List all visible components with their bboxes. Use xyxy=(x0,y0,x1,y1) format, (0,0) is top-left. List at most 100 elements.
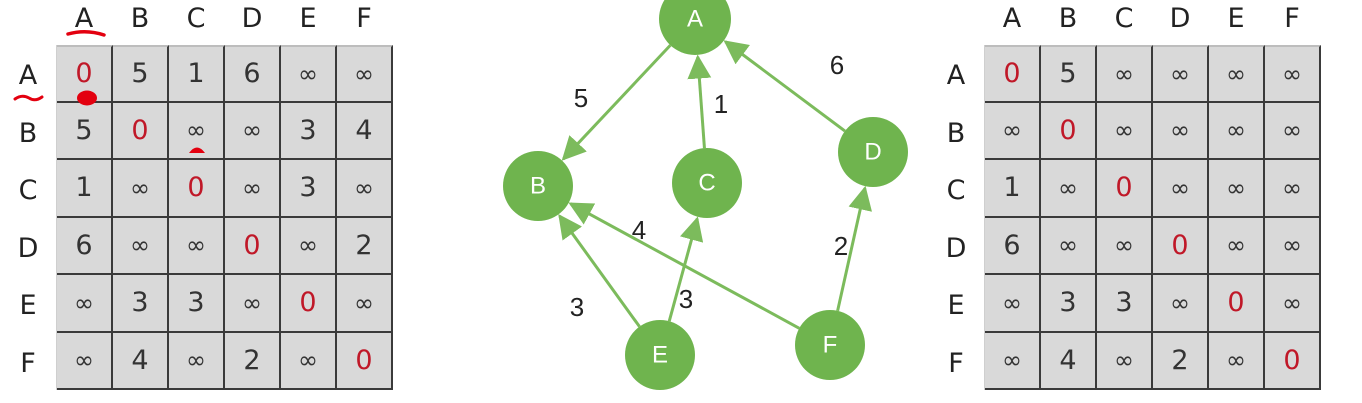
right-matrix-cell-b-f: ∞ xyxy=(1265,103,1321,161)
right-matrix-cell-b-a: ∞ xyxy=(985,103,1041,161)
underline-row-a-mark xyxy=(15,96,42,100)
left-matrix-cell-f-e: ∞ xyxy=(281,333,337,391)
left-matrix-cell-f-c: ∞ xyxy=(169,333,225,391)
left-matrix-cell-d-b: ∞ xyxy=(113,218,169,276)
left-matrix-cell-f-b: 4 xyxy=(113,333,169,391)
edge-weight-a-b: 5 xyxy=(574,83,588,113)
right-row-header-a: A xyxy=(938,47,974,105)
right-matrix-cell-f-d: 2 xyxy=(1153,333,1209,391)
left-matrix-cell-e-f: ∞ xyxy=(337,275,393,333)
left-matrix-cell-e-e: 0 xyxy=(281,275,337,333)
right-matrix-cell-f-a: ∞ xyxy=(985,333,1041,391)
right-col-header-e: E xyxy=(1208,2,1264,36)
right-row-header-c: C xyxy=(938,162,974,220)
right-matrix-cell-b-d: ∞ xyxy=(1153,103,1209,161)
right-matrix-grid: 0 5 ∞ ∞ ∞ ∞ ∞ 0 ∞ ∞ ∞ ∞ 1 ∞ 0 ∞ ∞ ∞ 6 ∞ ∞ 0 ∞ ∞ ∞ 3 3 ∞ 0 ∞ ∞ 4 ∞ 2 ∞ 0 xyxy=(984,45,1321,390)
right-matrix-cell-e-b: 3 xyxy=(1041,275,1097,333)
right-col-header-d: D xyxy=(1152,2,1208,36)
right-matrix-cell-e-d: ∞ xyxy=(1153,275,1209,333)
right-matrix-cell-a-a: 0 xyxy=(985,45,1041,103)
right-row-header-b: B xyxy=(938,105,974,163)
right-matrix-row-headers: A B C D E F xyxy=(938,47,974,392)
left-matrix-cell-d-a: 6 xyxy=(57,218,113,276)
node-label-f: F xyxy=(823,331,838,358)
left-matrix-cell-e-c: 3 xyxy=(169,275,225,333)
edge-weight-e-b: 3 xyxy=(570,292,584,322)
underline-col-a-mark xyxy=(68,32,104,35)
left-matrix-cell-f-f: 0 xyxy=(337,333,393,391)
edge-weight-e-c: 3 xyxy=(679,284,693,314)
right-matrix-cell-c-d: ∞ xyxy=(1153,160,1209,218)
left-matrix-cell-a-e: ∞ xyxy=(281,45,337,103)
edge-d-a xyxy=(725,42,845,131)
left-col-header-f: F xyxy=(336,2,392,36)
right-matrix-cell-e-e: 0 xyxy=(1209,275,1265,333)
right-matrix-cell-d-d: 0 xyxy=(1153,218,1209,276)
left-col-header-e: E xyxy=(280,2,336,36)
right-row-header-d: D xyxy=(938,220,974,278)
left-matrix-cell-c-f: ∞ xyxy=(337,160,393,218)
right-matrix-cell-e-a: ∞ xyxy=(985,275,1041,333)
node-label-e: E xyxy=(652,341,668,368)
dot-mark-a-a xyxy=(77,91,97,106)
left-matrix-cell-d-e: ∞ xyxy=(281,218,337,276)
right-matrix-cell-d-a: 6 xyxy=(985,218,1041,276)
left-matrix-cell-b-e: 3 xyxy=(281,103,337,161)
right-matrix-column-headers: A B C D E F xyxy=(984,2,1320,36)
right-matrix-cell-a-b: 5 xyxy=(1041,45,1097,103)
left-matrix-cell-d-d: 0 xyxy=(225,218,281,276)
right-matrix-cell-f-c: ∞ xyxy=(1097,333,1153,391)
weighted-directed-graph: 5 1 6 4 3 3 2 A B C D E F xyxy=(480,0,940,403)
left-row-header-c: C xyxy=(10,162,46,220)
right-matrix-cell-d-e: ∞ xyxy=(1209,218,1265,276)
left-matrix-cell-c-e: 3 xyxy=(281,160,337,218)
right-matrix-cell-e-c: 3 xyxy=(1097,275,1153,333)
edge-weight-c-a: 1 xyxy=(714,89,728,119)
node-label-b: B xyxy=(530,172,546,199)
left-matrix-cell-e-b: 3 xyxy=(113,275,169,333)
node-label-c: C xyxy=(698,169,715,196)
left-matrix-cell-e-d: ∞ xyxy=(225,275,281,333)
node-d: D xyxy=(838,117,908,187)
right-matrix-cell-f-e: ∞ xyxy=(1209,333,1265,391)
right-col-header-f: F xyxy=(1264,2,1320,36)
right-matrix-cell-d-f: ∞ xyxy=(1265,218,1321,276)
right-matrix-cell-b-b: 0 xyxy=(1041,103,1097,161)
edge-weight-f-d: 2 xyxy=(834,231,848,261)
right-matrix-cell-b-e: ∞ xyxy=(1209,103,1265,161)
left-matrix-cell-a-f: ∞ xyxy=(337,45,393,103)
left-matrix-cell-d-c: ∞ xyxy=(169,218,225,276)
right-matrix-cell-d-b: ∞ xyxy=(1041,218,1097,276)
right-col-header-b: B xyxy=(1040,2,1096,36)
right-matrix-cell-a-e: ∞ xyxy=(1209,45,1265,103)
right-matrix-cell-f-b: 4 xyxy=(1041,333,1097,391)
node-c: C xyxy=(672,148,742,218)
right-matrix-cell-c-c: 0 xyxy=(1097,160,1153,218)
right-matrix-cell-c-a: 1 xyxy=(985,160,1041,218)
right-col-header-c: C xyxy=(1096,2,1152,36)
left-matrix-cell-f-a: ∞ xyxy=(57,333,113,391)
dot-mark-b-c xyxy=(189,148,205,154)
edge-weight-d-a: 6 xyxy=(830,50,844,80)
left-row-header-d: D xyxy=(10,220,46,278)
right-matrix-cell-a-d: ∞ xyxy=(1153,45,1209,103)
right-matrix-cell-d-c: ∞ xyxy=(1097,218,1153,276)
left-matrix-cell-e-a: ∞ xyxy=(57,275,113,333)
right-row-header-e: E xyxy=(938,277,974,335)
left-matrix-cell-b-f: 4 xyxy=(337,103,393,161)
edge-c-a xyxy=(698,57,705,148)
node-f: F xyxy=(795,310,865,380)
right-matrix-cell-c-f: ∞ xyxy=(1265,160,1321,218)
right-row-header-f: F xyxy=(938,335,974,393)
left-row-header-e: E xyxy=(10,277,46,335)
right-col-header-a: A xyxy=(984,2,1040,36)
left-matrix-cell-f-d: 2 xyxy=(225,333,281,391)
right-matrix-cell-c-b: ∞ xyxy=(1041,160,1097,218)
right-matrix-cell-b-c: ∞ xyxy=(1097,103,1153,161)
edge-weight-f-b: 4 xyxy=(632,215,646,245)
right-matrix-cell-e-f: ∞ xyxy=(1265,275,1321,333)
right-matrix-cell-a-f: ∞ xyxy=(1265,45,1321,103)
node-label-a: A xyxy=(687,5,703,32)
left-matrix-cell-d-f: 2 xyxy=(337,218,393,276)
node-e: E xyxy=(625,320,695,390)
